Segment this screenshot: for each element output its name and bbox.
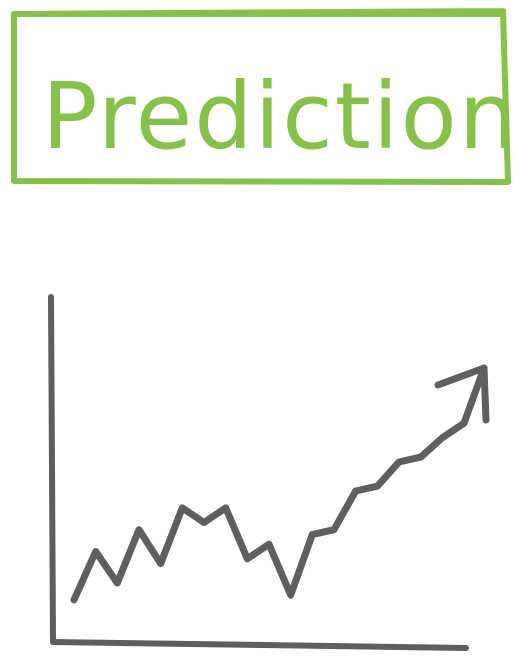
arrow-head-icon — [434, 364, 490, 424]
title-frame — [11, 8, 511, 185]
trend-line-extension — [460, 364, 488, 427]
x-axis — [50, 639, 469, 651]
y-axis — [48, 294, 56, 645]
title-text: Prediction — [42, 63, 518, 170]
chart-layer — [70, 364, 490, 604]
trend-line — [70, 419, 468, 604]
